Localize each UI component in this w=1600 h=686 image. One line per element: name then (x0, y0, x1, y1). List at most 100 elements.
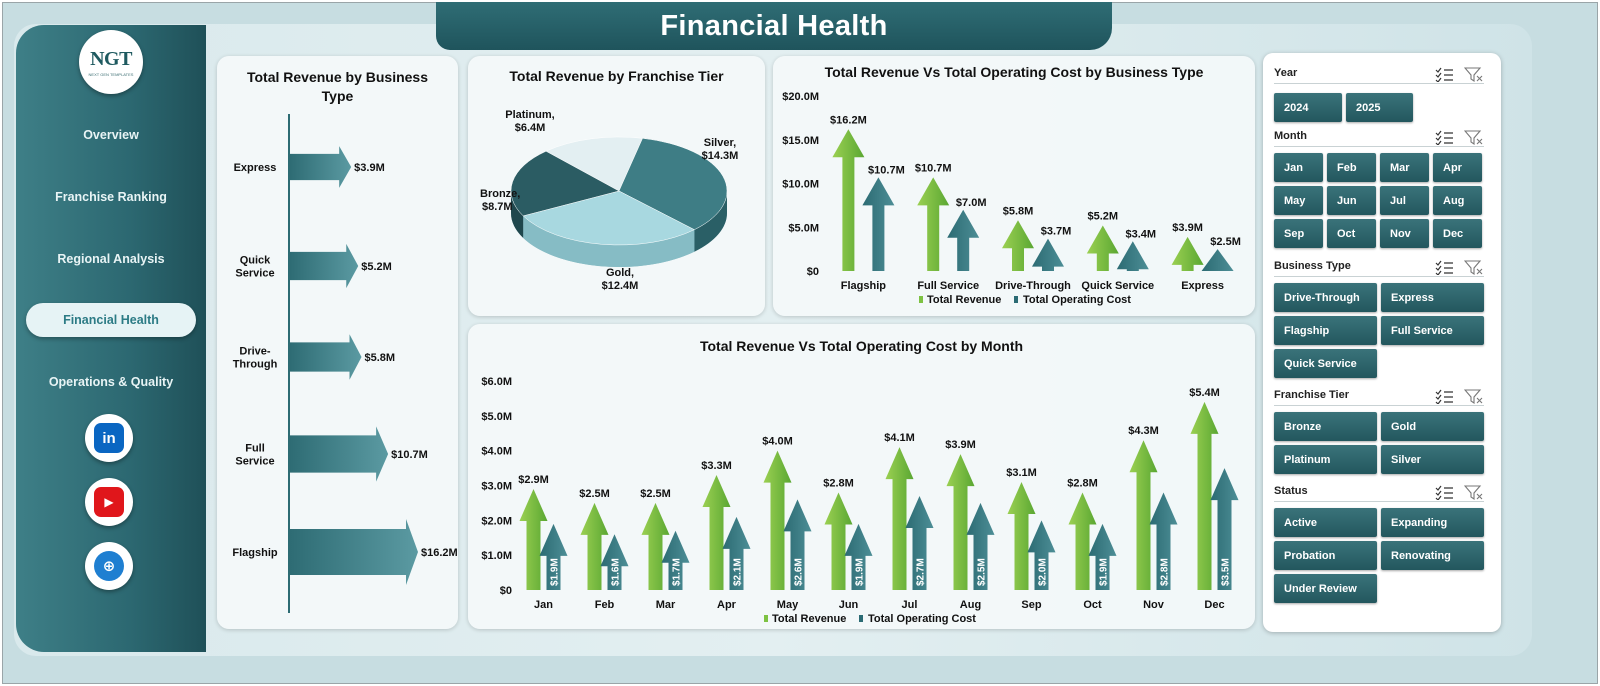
chart-data-label-revenue: $4.0M (762, 436, 793, 448)
chart-data-label-cost: $1.6M (611, 558, 622, 586)
website-button[interactable]: ⊕ (85, 542, 133, 590)
slicer-tier-silver[interactable]: Silver (1381, 445, 1484, 474)
chart-y-tick-label: $5.0M (788, 222, 819, 234)
chart-x-tick-label: Apr (717, 599, 737, 611)
linkedin-button[interactable]: in (85, 414, 133, 462)
chart-data-label-cost: $10.7M (868, 164, 905, 176)
chart-x-tick-label: Jan (534, 599, 553, 611)
chart-bar-cost (539, 523, 568, 590)
slicer-year-2025[interactable]: 2025 (1346, 93, 1413, 122)
slicer-month-mar[interactable]: Mar (1380, 153, 1429, 182)
slicer-header-franchise-tier: Franchise Tier (1274, 388, 1484, 406)
pie-slice-name: Gold, (606, 267, 634, 279)
youtube-button[interactable]: ▶ (85, 478, 133, 526)
chart-bar-cost (600, 534, 629, 590)
chart-bar-cost (783, 499, 812, 590)
chart-bar-revenue (1129, 440, 1158, 590)
slicer-business-full-service[interactable]: Full Service (1381, 316, 1484, 345)
legend-label-revenue: Total Revenue (927, 294, 1001, 306)
slicer-month-jan[interactable]: Jan (1274, 153, 1323, 182)
slicer-status-renovating[interactable]: Renovating (1381, 541, 1484, 570)
slicer-business-drive-through[interactable]: Drive-Through (1274, 283, 1377, 312)
revenue-vs-cost-by-month-chart: $0 $1.0M $2.0M $3.0M $4.0M $5.0M $6.0M $2.9M $1.… (481, 376, 1239, 625)
chart-data-label: $5.8M (365, 352, 396, 364)
pie-slice (510, 150, 620, 217)
clear-filter-icon[interactable] (1464, 388, 1484, 404)
slicer-tier-bronze[interactable]: Bronze (1274, 412, 1377, 441)
nav-franchise-ranking[interactable]: Franchise Ranking (55, 190, 167, 204)
chart-x-tick-label: May (777, 599, 799, 611)
multi-select-icon[interactable] (1434, 484, 1454, 500)
chart-bar-cost (947, 209, 980, 271)
slicer-business-express[interactable]: Express (1381, 283, 1484, 312)
multi-select-icon[interactable] (1434, 259, 1454, 275)
pie-slice-side (511, 191, 524, 238)
chart-bar-cost (905, 495, 934, 590)
slicer-month-sep[interactable]: Sep (1274, 219, 1323, 248)
clear-filter-icon[interactable] (1464, 129, 1484, 145)
chart-data-label-cost: $2.7M (916, 558, 927, 586)
chart-bar-cost (1149, 492, 1178, 590)
filter-panel: Year 2024 2025 Month Jan Feb Mar Apr May Jun J… (1263, 53, 1501, 632)
slicer-tier-gold[interactable]: Gold (1381, 412, 1484, 441)
multi-select-icon[interactable] (1434, 388, 1454, 404)
slicer-business-quick-service[interactable]: Quick Service (1274, 349, 1377, 378)
chart-bar-revenue (702, 475, 731, 590)
slicer-header-year: Year (1274, 66, 1484, 84)
legend-label-cost: Total Operating Cost (1023, 294, 1131, 306)
panel-revenue-vs-cost-by-month: Total Revenue Vs Total Operating Cost by… (468, 324, 1255, 629)
multi-select-icon[interactable] (1434, 129, 1454, 145)
chart-y-tick-label: $1.0M (481, 550, 512, 562)
chart-y-tick-label: $20.0M (782, 91, 819, 103)
slicer-month-jul[interactable]: Jul (1380, 186, 1429, 215)
slicer-year-2024[interactable]: 2024 (1274, 93, 1342, 122)
clear-filter-icon[interactable] (1464, 259, 1484, 275)
clear-filter-icon[interactable] (1464, 484, 1484, 500)
slicer-tier-platinum[interactable]: Platinum (1274, 445, 1377, 474)
slicer-month-oct[interactable]: Oct (1327, 219, 1376, 248)
chart-bar-revenue (824, 492, 853, 590)
chart-data-label-revenue: $10.7M (915, 162, 952, 174)
chart-bar-revenue (763, 450, 792, 590)
slicer-month-nov[interactable]: Nov (1380, 219, 1429, 248)
nav-regional-analysis[interactable]: Regional Analysis (57, 252, 165, 266)
slicer-month-apr[interactable]: Apr (1433, 153, 1482, 182)
chart-data-label-cost: $1.9M (1099, 558, 1110, 586)
chart-data-label-revenue: $3.1M (1006, 467, 1037, 479)
legend-label-revenue: Total Revenue (772, 613, 846, 625)
slicer-month-may[interactable]: May (1274, 186, 1323, 215)
slicer-status-probation[interactable]: Probation (1274, 541, 1377, 570)
slicer-month-feb[interactable]: Feb (1327, 153, 1376, 182)
chart-data-label: $10.7M (391, 449, 428, 461)
chart-bar-arrow (290, 334, 362, 380)
chart-category-label: Service (235, 268, 274, 280)
pie-slice (522, 190, 695, 246)
logo-text: NGT (90, 47, 132, 70)
slicer-month-aug[interactable]: Aug (1433, 186, 1482, 215)
nav-overview[interactable]: Overview (83, 128, 139, 142)
clear-filter-icon[interactable] (1464, 66, 1484, 82)
slicer-status-under-review[interactable]: Under Review (1274, 574, 1377, 603)
slicer-business-flagship[interactable]: Flagship (1274, 316, 1377, 345)
chart-x-tick-label: Dec (1204, 599, 1224, 611)
nav-financial-health[interactable]: Financial Health (26, 303, 196, 337)
slicer-month-jun[interactable]: Jun (1327, 186, 1376, 215)
panel-revenue-vs-cost-by-business-type: Total Revenue Vs Total Operating Cost by… (773, 56, 1255, 316)
chart-data-label-revenue: $3.9M (945, 439, 976, 451)
chart-data-label-cost: $3.5M (1221, 558, 1232, 586)
chart-data-label-revenue: $3.3M (701, 460, 732, 472)
slicer-month-dec[interactable]: Dec (1433, 219, 1482, 248)
multi-select-icon[interactable] (1434, 66, 1454, 82)
panel-revenue-by-business-type: Total Revenue by Business Type Express $3… (217, 56, 458, 629)
slicer-status-expanding[interactable]: Expanding (1381, 508, 1484, 537)
chart-data-label-revenue: $2.9M (518, 474, 549, 486)
chart-x-tick-label: Flagship (841, 280, 887, 292)
chart-x-tick-label: Nov (1143, 599, 1165, 611)
chart-data-label-cost: $2.5M (1210, 236, 1241, 248)
chart-bar-revenue (519, 488, 548, 590)
youtube-icon: ▶ (94, 487, 124, 517)
slicer-status-active[interactable]: Active (1274, 508, 1377, 537)
globe-icon: ⊕ (94, 551, 124, 581)
chart-data-label-revenue: $2.8M (1067, 477, 1098, 489)
nav-operations-quality[interactable]: Operations & Quality (48, 375, 174, 389)
